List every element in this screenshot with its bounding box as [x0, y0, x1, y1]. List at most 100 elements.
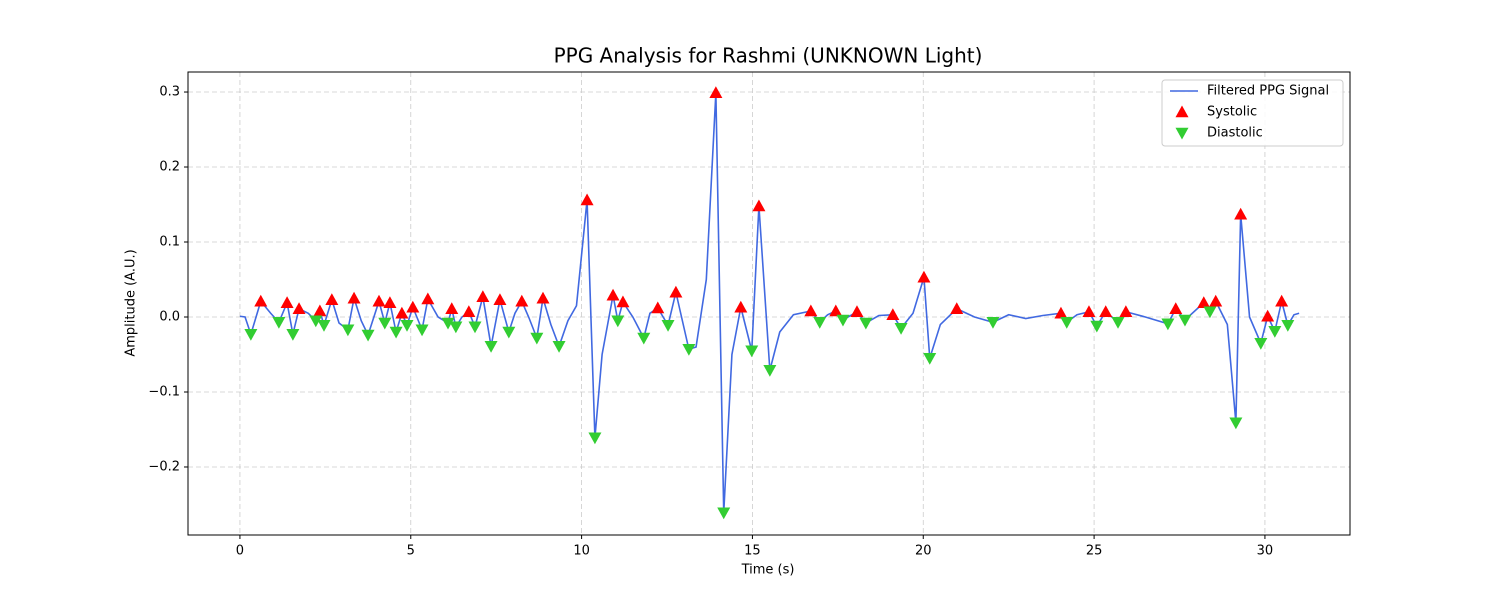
marker — [1169, 302, 1183, 314]
marker — [917, 270, 931, 283]
marker — [378, 317, 392, 330]
marker — [580, 193, 594, 206]
chart-title: PPG Analysis for Rashmi (UNKNOWN Light) — [554, 44, 983, 68]
marker — [421, 292, 435, 305]
marker — [717, 507, 731, 520]
marker — [709, 86, 723, 98]
y-tick-label: −0.2 — [148, 459, 180, 474]
marker — [651, 301, 665, 314]
x-axis-label: Time (s) — [741, 563, 795, 578]
marker — [309, 315, 323, 328]
marker — [637, 332, 651, 345]
marker — [1234, 207, 1248, 220]
marker — [734, 300, 748, 313]
x-tick-label: 15 — [744, 544, 761, 559]
marker — [1161, 318, 1175, 331]
marker — [804, 304, 818, 317]
marker — [244, 329, 258, 341]
y-tick-label: 0.0 — [159, 309, 180, 324]
marker — [661, 320, 675, 332]
marker — [1281, 320, 1295, 332]
marker — [286, 329, 300, 341]
marker — [1082, 305, 1096, 317]
marker — [272, 317, 286, 329]
marker — [763, 365, 777, 377]
x-tick-label: 5 — [407, 544, 415, 559]
marker — [829, 304, 843, 317]
marker — [406, 300, 420, 313]
legend-label: Diastolic — [1207, 126, 1263, 141]
marker — [313, 304, 327, 317]
marker — [445, 302, 459, 314]
marker — [1111, 317, 1125, 329]
marker — [886, 308, 900, 320]
marker — [1268, 326, 1282, 338]
marker — [462, 305, 476, 317]
marker — [1254, 338, 1268, 350]
marker — [280, 296, 294, 308]
marker — [361, 329, 375, 342]
marker — [1275, 294, 1289, 307]
marker — [292, 302, 306, 314]
marker — [415, 324, 429, 337]
marker — [745, 345, 759, 358]
marker — [950, 302, 964, 314]
marker — [441, 317, 455, 330]
legend-label: Systolic — [1207, 105, 1257, 120]
y-tick-label: 0.3 — [159, 85, 180, 100]
marker — [552, 341, 566, 353]
marker — [752, 199, 766, 212]
legend-swatch — [1175, 105, 1189, 118]
marker — [476, 290, 490, 302]
marker — [1054, 306, 1068, 319]
marker — [611, 315, 625, 328]
marker — [536, 291, 550, 304]
marker — [836, 314, 850, 327]
marker — [484, 341, 498, 353]
marker — [1090, 320, 1104, 333]
marker — [850, 305, 864, 317]
marker — [493, 293, 507, 305]
marker — [449, 321, 463, 334]
marker — [389, 326, 403, 339]
y-tick-label: −0.1 — [148, 384, 180, 399]
marker — [383, 296, 397, 308]
marker — [669, 285, 683, 298]
signal-line — [239, 92, 1300, 513]
marker — [986, 317, 1000, 329]
marker — [515, 294, 529, 307]
y-tick-label: 0.1 — [159, 235, 180, 250]
marker — [1197, 296, 1211, 308]
marker — [1178, 314, 1192, 327]
marker — [530, 332, 544, 345]
legend-box — [1161, 79, 1344, 147]
x-tick-label: 10 — [573, 544, 590, 559]
marker — [254, 294, 268, 307]
marker — [1209, 294, 1223, 307]
marker — [317, 320, 331, 332]
marker — [682, 344, 696, 356]
marker — [588, 432, 602, 445]
marker — [923, 353, 937, 365]
marker — [1099, 305, 1113, 317]
marker — [859, 317, 873, 330]
marker — [395, 306, 409, 319]
marker — [502, 326, 516, 339]
plot-frame — [187, 71, 1351, 536]
x-tick-label: 30 — [1257, 544, 1274, 559]
x-tick-label: 20 — [915, 544, 932, 559]
marker — [606, 288, 620, 301]
marker — [616, 295, 630, 308]
legend-label: Filtered PPG Signal — [1207, 84, 1329, 99]
x-tick-label: 0 — [236, 544, 244, 559]
marker — [1060, 317, 1074, 329]
marker — [813, 317, 827, 329]
marker — [1203, 306, 1217, 319]
marker — [325, 293, 339, 305]
y-tick-label: 0.2 — [159, 160, 180, 175]
marker — [347, 291, 361, 304]
marker — [372, 294, 386, 307]
marker — [468, 321, 482, 334]
marker — [1119, 305, 1133, 317]
y-axis-label: Amplitude (A.U.) — [124, 249, 139, 356]
